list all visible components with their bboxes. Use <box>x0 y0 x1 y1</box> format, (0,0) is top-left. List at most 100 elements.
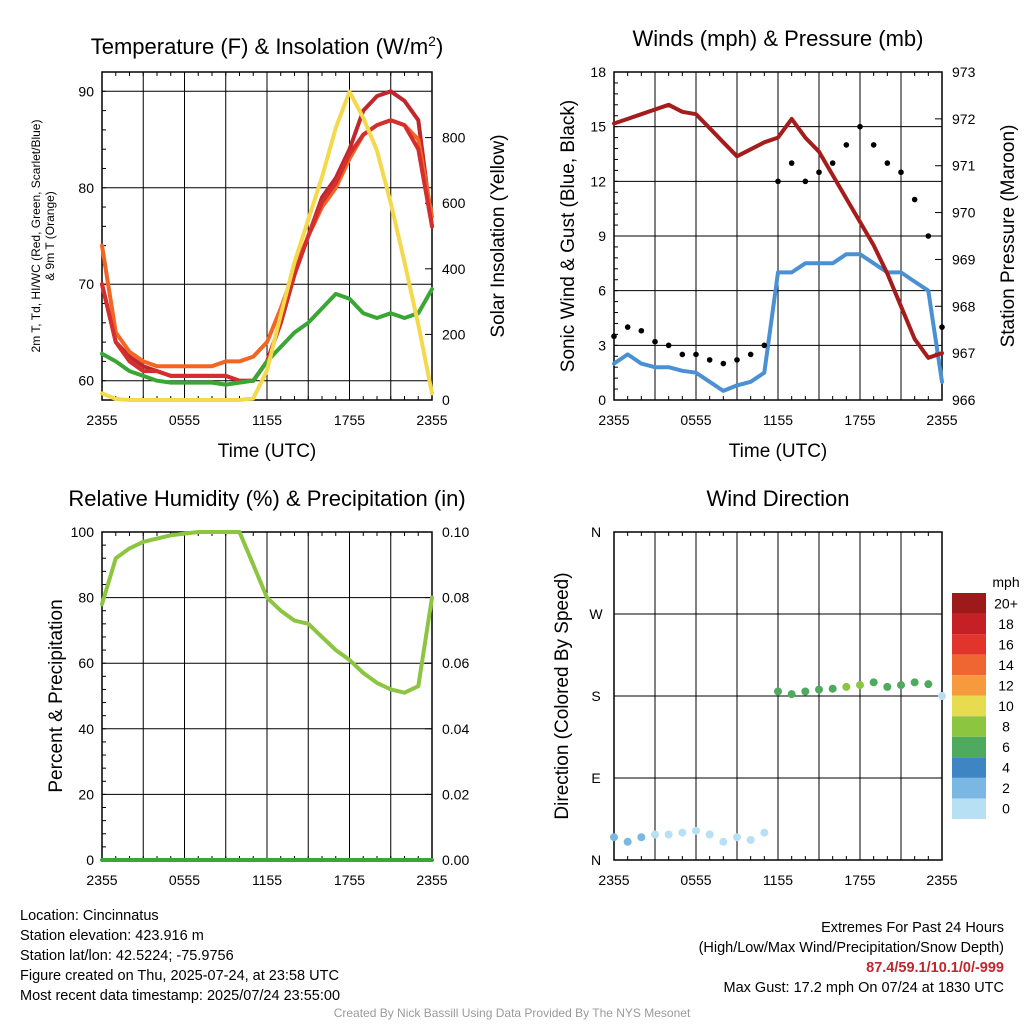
colorbar-label: 20+ <box>994 595 1018 611</box>
y-right-tick-label: 968 <box>952 298 976 314</box>
y-axis-label-2: & 9m T (Orange) <box>43 191 57 281</box>
gust-point <box>925 233 932 239</box>
max-gust: Max Gust: 17.2 mph On 07/24 at 1830 UTC <box>723 980 1004 996</box>
y-right-tick-label: 800 <box>442 130 466 146</box>
recent-timestamp: Most recent data timestamp: 2025/07/24 2… <box>20 988 341 1004</box>
gust-point <box>679 351 686 358</box>
colorbar-label: 4 <box>1002 760 1010 776</box>
x-tick-label: 2355 <box>598 412 629 428</box>
gust-point <box>788 160 795 166</box>
y-right-tick-label: 969 <box>952 251 976 267</box>
gust-point <box>638 327 645 334</box>
y-right-axis-label: Solar Insolation (Yellow) <box>488 134 509 337</box>
gust-point <box>898 169 904 176</box>
direction-point <box>910 678 919 687</box>
y-axis-label: 2m T, Td, HI/WC (Red, Green, Scarlet/Blu… <box>29 120 43 353</box>
chart-panel-3: Relative Humidity (%) & Precipitation (i… <box>46 486 469 888</box>
y-right-tick-label: 972 <box>952 111 976 127</box>
y-right-tick-label: 600 <box>442 195 466 211</box>
meteogram-figure: Temperature (F) & Insolation (W/m2) 2355 0… <box>29 26 1020 888</box>
x-axis-label: Time (UTC) <box>218 441 317 462</box>
colorbar-label: 16 <box>998 636 1014 652</box>
x-tick-label: 1755 <box>844 872 875 888</box>
gust-point <box>884 160 891 166</box>
station-location: Location: Cincinnatus <box>20 908 159 924</box>
y-tick-label: W <box>589 606 603 622</box>
y-tick-label: 0 <box>598 392 606 408</box>
x-axis-label: Time (UTC) <box>729 441 828 462</box>
chart-panel-2: Winds (mph) & Pressure (mb) 2355 0555 1155 1… <box>558 26 1019 462</box>
chart-title: Temperature (F) & Insolation (W/m2) <box>91 33 444 59</box>
gust-point <box>706 357 713 363</box>
gust-point <box>652 338 658 345</box>
direction-point <box>938 692 946 700</box>
y-tick-label: 70 <box>78 276 94 292</box>
y-tick-label: 100 <box>71 524 95 540</box>
y-right-tick-label: 970 <box>952 205 976 221</box>
y-right-tick-label: 0.06 <box>442 655 469 671</box>
y-tick-label: 80 <box>78 590 94 606</box>
y-right-tick-label: 967 <box>952 345 976 361</box>
gust-point <box>761 342 768 349</box>
y-tick-label: N <box>591 852 601 868</box>
direction-point <box>801 687 810 696</box>
direction-point <box>924 680 933 689</box>
direction-point <box>815 685 823 694</box>
direction-point <box>705 830 714 839</box>
colorbar-label: 8 <box>1002 719 1010 735</box>
chart-panel-1: Temperature (F) & Insolation (W/m2) 2355 0… <box>29 33 509 462</box>
extremes-info: Extremes For Past 24 Hours (High/Low/Max… <box>699 918 1004 998</box>
chart-title: Winds (mph) & Pressure (mb) <box>633 26 924 51</box>
y-tick-label: 9 <box>598 228 606 244</box>
y-tick-label: 60 <box>78 373 94 389</box>
series-line-5 <box>100 89 434 402</box>
direction-point <box>828 684 837 693</box>
y-tick-label: 60 <box>78 655 94 671</box>
direction-point <box>651 830 659 839</box>
x-tick-label: 1755 <box>334 872 365 888</box>
gust-point <box>624 324 631 330</box>
y-right-tick-label: 973 <box>952 64 976 80</box>
direction-point <box>664 830 673 839</box>
y-right-tick-label: 0.10 <box>442 524 469 540</box>
y-right-axis-label: Station Pressure (Maroon) <box>998 125 1019 348</box>
x-tick-label: 2355 <box>86 872 117 888</box>
y-right-tick-label: 966 <box>952 392 976 408</box>
y-axis-label: Percent & Precipitation <box>46 599 67 792</box>
gust-point <box>939 324 945 330</box>
colorbar-swatch <box>952 593 986 614</box>
gust-point <box>775 178 781 185</box>
colorbar-unit: mph <box>992 574 1019 590</box>
direction-point <box>678 828 687 837</box>
x-tick-label: 0555 <box>169 872 200 888</box>
gust-point <box>720 360 727 367</box>
colorbar-label: 14 <box>998 657 1014 673</box>
y-tick-label: 90 <box>78 83 94 99</box>
x-tick-label: 0555 <box>680 412 711 428</box>
chart-panel-4: Wind Direction 2355 0555 1155 1755 2355 N E S W N D… <box>552 486 1020 888</box>
x-tick-label: 1155 <box>252 412 282 428</box>
x-tick-label: 1755 <box>844 412 875 428</box>
colorbar-swatch <box>952 654 986 676</box>
x-tick-label: 2355 <box>416 872 447 888</box>
station-elevation: Station elevation: 423.916 m <box>20 928 204 944</box>
colorbar-label: 18 <box>998 616 1014 632</box>
direction-point <box>856 681 864 690</box>
colorbar-swatch <box>952 613 986 635</box>
y-right-tick-label: 971 <box>952 158 976 174</box>
gust-point <box>870 142 877 148</box>
colorbar-swatch <box>952 798 986 819</box>
direction-point <box>719 837 728 846</box>
colorbar-swatch <box>952 634 986 655</box>
y-tick-label: 40 <box>78 721 94 737</box>
x-tick-label: 1155 <box>763 412 793 428</box>
colorbar-swatch <box>952 777 986 799</box>
y-right-tick-label: 0.08 <box>442 590 469 606</box>
y-axis-label: Sonic Wind & Gust (Blue, Black) <box>558 100 579 372</box>
y-right-tick-label: 0 <box>442 392 450 408</box>
y-right-tick-label: 400 <box>442 261 466 277</box>
gust-point <box>911 196 918 203</box>
extremes-title: Extremes For Past 24 Hours <box>821 920 1004 936</box>
direction-point <box>842 682 851 691</box>
colorbar-label: 6 <box>1002 739 1010 755</box>
